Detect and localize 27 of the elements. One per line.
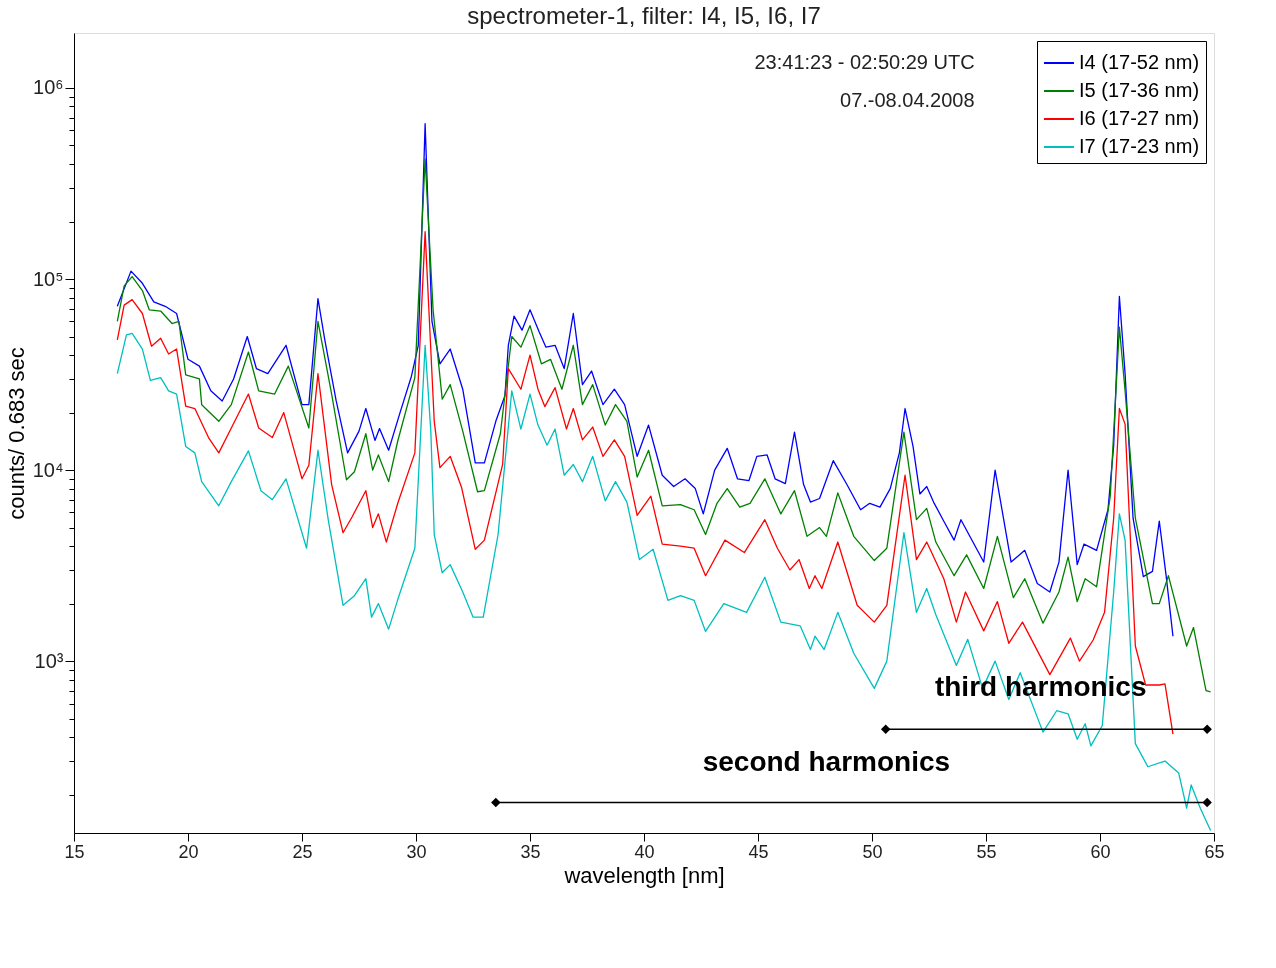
x-tick-label: 55	[976, 841, 997, 862]
y-axis-title: counts/ 0.683 sec	[3, 347, 29, 520]
annotation: second harmonics	[702, 746, 951, 777]
line-series	[116, 231, 1174, 735]
annotation: 23:41:23 - 02:50:29 UTC	[754, 51, 975, 73]
x-tick-label: 15	[64, 841, 85, 862]
x-axis-title: wavelength [nm]	[563, 862, 725, 888]
legend-label: I7 (17-23 nm)	[1079, 135, 1200, 157]
x-tick-label: 20	[178, 841, 199, 862]
x-tick-label: 65	[1204, 841, 1225, 862]
legend-label: I4 (17-52 nm)	[1079, 51, 1200, 73]
y-tick-label: 10⁴	[32, 458, 64, 481]
legend-label: I6 (17-27 nm)	[1079, 107, 1200, 129]
y-tick-label: 10⁵	[32, 267, 64, 290]
x-tick-label: 45	[748, 841, 769, 862]
legend-label: I5 (17-36 nm)	[1079, 79, 1200, 101]
x-tick-label: 30	[406, 841, 427, 862]
x-tick-label: 35	[520, 841, 541, 862]
line-series	[116, 332, 1212, 832]
x-tick-label: 50	[862, 841, 883, 862]
x-tick-label: 40	[634, 841, 655, 862]
y-tick-label: 10³	[34, 649, 64, 672]
chart-title: spectrometer-1, filter: I4, I5, I6, I7	[467, 2, 821, 29]
x-tick-label: 25	[292, 841, 313, 862]
annotation: 07.-08.04.2008	[840, 89, 975, 111]
x-tick-label: 60	[1090, 841, 1111, 862]
y-tick-label: 10⁶	[33, 76, 64, 99]
